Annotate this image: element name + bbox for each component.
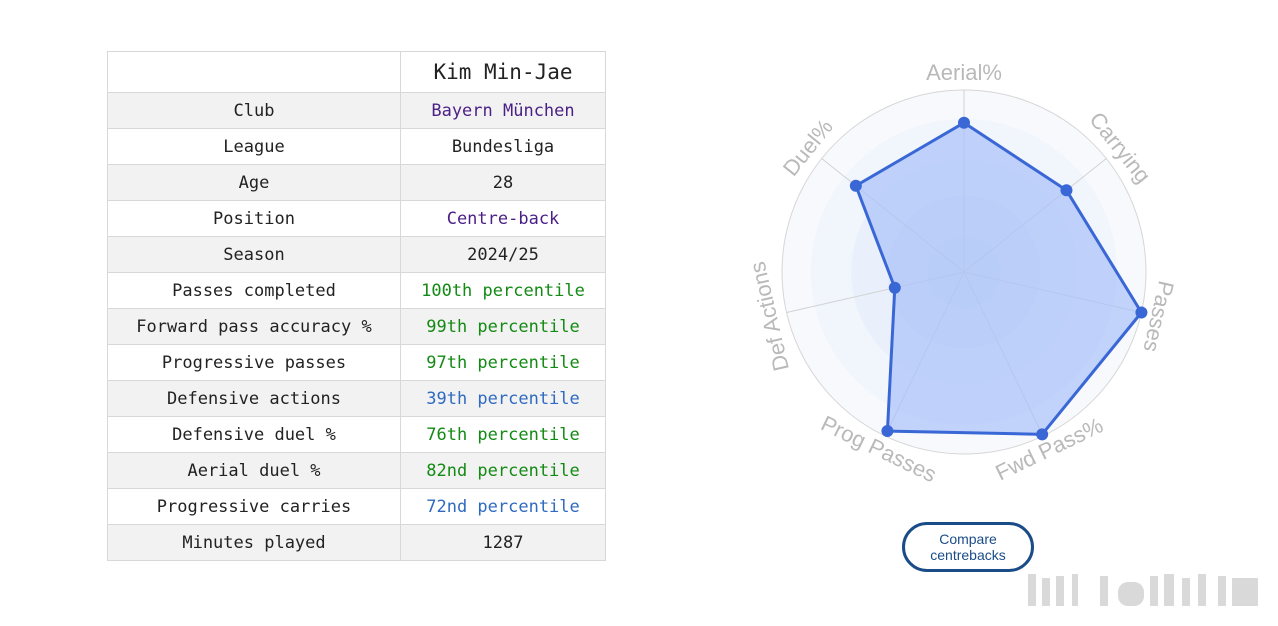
table-row: Minutes played 1287 xyxy=(107,524,606,561)
table-header-row: Kim Min-Jae xyxy=(107,51,606,93)
radar-point xyxy=(1036,428,1049,441)
table-row: Passes completed 100th percentile xyxy=(107,272,606,309)
row-value: Bayern München xyxy=(400,92,606,129)
row-value: 72nd percentile xyxy=(400,488,606,525)
row-value: 82nd percentile xyxy=(400,452,606,489)
row-label: Minutes played xyxy=(107,524,401,561)
row-value: Bundesliga xyxy=(400,128,606,165)
player-name: Kim Min-Jae xyxy=(400,51,606,93)
row-label: Defensive actions xyxy=(107,380,401,417)
table-row: Season 2024/25 xyxy=(107,236,606,273)
watermark-logo xyxy=(1028,574,1258,606)
table-row: Club Bayern München xyxy=(107,92,606,129)
row-label: Aerial duel % xyxy=(107,452,401,489)
header-empty-cell xyxy=(107,51,401,93)
row-label: Age xyxy=(107,164,401,201)
radar-axis-label: Aerial% xyxy=(926,60,1002,85)
row-value: 28 xyxy=(400,164,606,201)
row-label: Forward pass accuracy % xyxy=(107,308,401,345)
row-value: 99th percentile xyxy=(400,308,606,345)
table-row: Age 28 xyxy=(107,164,606,201)
row-label: Progressive passes xyxy=(107,344,401,381)
radar-point xyxy=(1060,184,1073,197)
row-value: 39th percentile xyxy=(400,380,606,417)
row-label: Position xyxy=(107,200,401,237)
table-row: Progressive carries 72nd percentile xyxy=(107,488,606,525)
radar-series-area xyxy=(854,121,1143,436)
row-value: 76th percentile xyxy=(400,416,606,453)
row-value: 100th percentile xyxy=(400,272,606,309)
radar-point xyxy=(1135,306,1148,319)
radar-point xyxy=(849,179,862,192)
table-row: Defensive duel % 76th percentile xyxy=(107,416,606,453)
row-value: 2024/25 xyxy=(400,236,606,273)
row-label: League xyxy=(107,128,401,165)
table-row: Aerial duel % 82nd percentile xyxy=(107,452,606,489)
table-row: Position Centre-back xyxy=(107,200,606,237)
radar-point xyxy=(958,116,970,129)
table-row: Forward pass accuracy % 99th percentile xyxy=(107,308,606,345)
row-label: Club xyxy=(107,92,401,129)
row-label: Progressive carries xyxy=(107,488,401,525)
radar-point xyxy=(888,281,901,294)
table-row: Defensive actions 39th percentile xyxy=(107,380,606,417)
table-row: Progressive passes 97th percentile xyxy=(107,344,606,381)
row-label: Defensive duel % xyxy=(107,416,401,453)
player-stats-table: Kim Min-Jae Club Bayern München League Bund… xyxy=(107,51,606,561)
row-value: 97th percentile xyxy=(400,344,606,381)
compare-centrebacks-button[interactable]: Compare centrebacks xyxy=(902,522,1034,572)
row-label: Passes completed xyxy=(107,272,401,309)
row-value: Centre-back xyxy=(400,200,606,237)
row-label: Season xyxy=(107,236,401,273)
radar-point xyxy=(881,425,894,438)
row-value: 1287 xyxy=(400,524,606,561)
table-row: League Bundesliga xyxy=(107,128,606,165)
